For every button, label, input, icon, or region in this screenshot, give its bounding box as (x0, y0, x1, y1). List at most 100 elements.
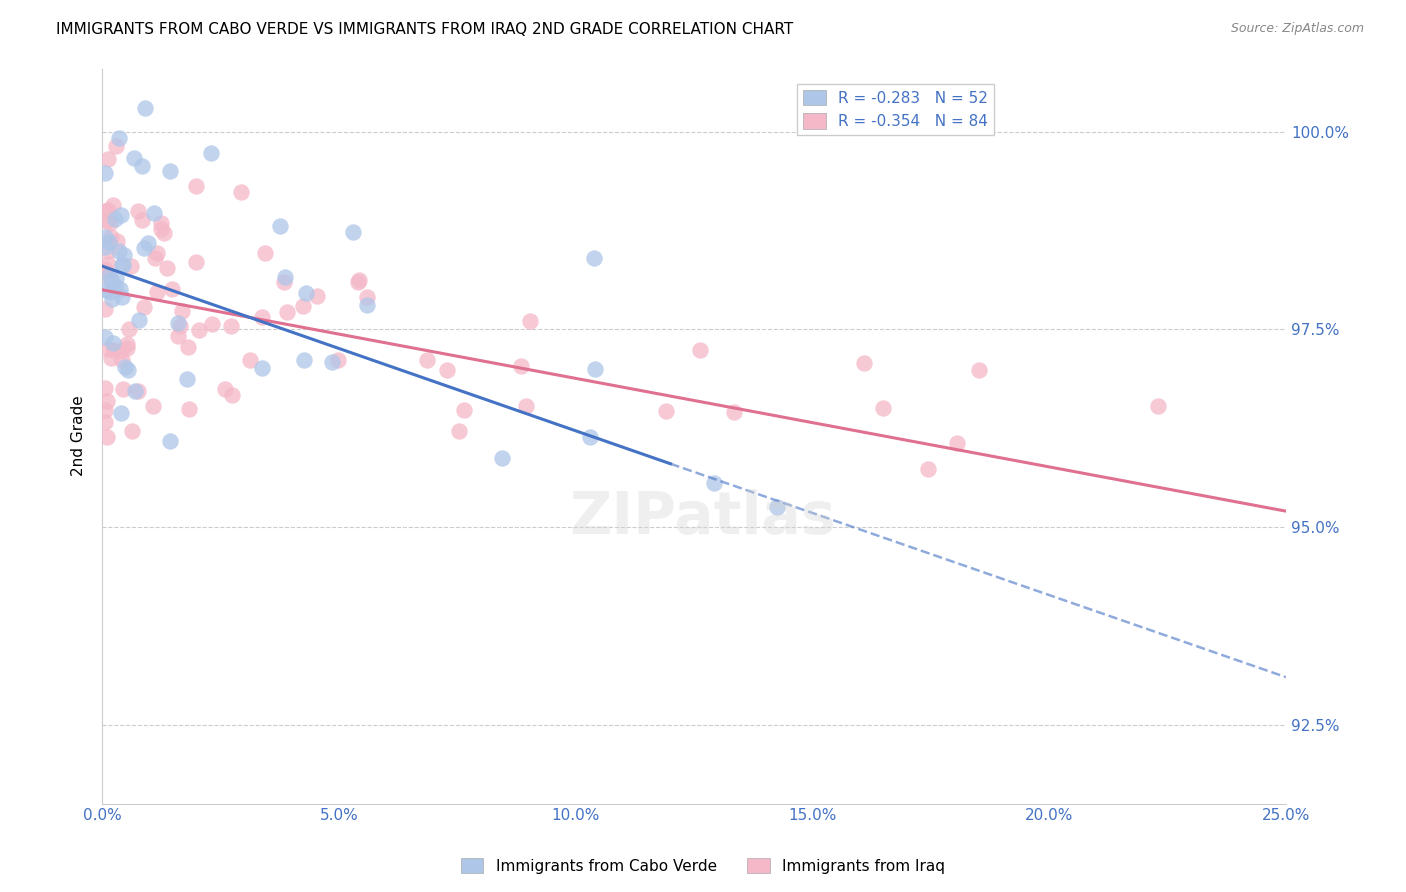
Text: Source: ZipAtlas.com: Source: ZipAtlas.com (1230, 22, 1364, 36)
Point (143, 252, 166, 266)
Point (111, 290, 134, 304)
Point (416, 352, 439, 367)
Point (201, 317, 224, 331)
Point (115, 341, 138, 355)
Point (766, 500, 789, 514)
Point (583, 362, 606, 376)
Point (579, 430, 602, 444)
Point (97, 342, 120, 356)
Point (515, 399, 537, 413)
Point (96, 214, 118, 228)
Point (93, 229, 115, 244)
Point (96, 394, 118, 409)
Point (104, 138, 127, 153)
Point (321, 354, 343, 368)
Point (96, 430, 118, 444)
Point (104, 279, 127, 293)
Point (108, 130, 131, 145)
Point (156, 260, 179, 275)
Point (124, 384, 146, 398)
Point (97, 235, 120, 249)
Point (93, 204, 115, 219)
Point (110, 406, 132, 420)
Point (214, 382, 236, 396)
Point (134, 101, 156, 115)
Point (853, 356, 876, 370)
Point (326, 352, 349, 367)
Point (252, 361, 274, 376)
Point (120, 259, 142, 273)
Point (703, 476, 725, 491)
Point (453, 403, 475, 417)
Point (292, 299, 315, 313)
Point (723, 404, 745, 418)
Point (519, 314, 541, 328)
Point (449, 424, 471, 438)
Point (100, 274, 122, 288)
Point (122, 151, 145, 165)
Point (146, 245, 169, 260)
Point (98, 269, 121, 284)
Point (967, 363, 990, 377)
Point (104, 211, 127, 226)
Point (118, 322, 141, 336)
Point (110, 353, 132, 368)
Point (582, 252, 605, 266)
Point (104, 271, 127, 285)
Point (117, 362, 139, 376)
Point (142, 206, 165, 220)
Point (273, 275, 295, 289)
Point (127, 203, 149, 218)
Point (654, 404, 676, 418)
Legend: R = -0.283   N = 52, R = -0.354   N = 84: R = -0.283 N = 52, R = -0.354 N = 84 (797, 84, 994, 136)
Point (229, 185, 252, 199)
Point (917, 462, 939, 476)
Point (127, 384, 149, 398)
Point (93, 415, 115, 429)
Point (252, 310, 274, 324)
Point (221, 388, 243, 402)
Point (184, 255, 207, 269)
Point (111, 382, 134, 396)
Point (219, 319, 242, 334)
Point (107, 244, 129, 258)
Point (177, 401, 200, 416)
Point (131, 159, 153, 173)
Point (187, 323, 209, 337)
Point (134, 300, 156, 314)
Point (138, 235, 160, 250)
Point (111, 258, 134, 272)
Point (346, 275, 368, 289)
Point (98, 216, 121, 230)
Point (97, 244, 120, 258)
Point (128, 313, 150, 327)
Point (872, 401, 894, 415)
Point (177, 340, 200, 354)
Point (153, 226, 176, 240)
Point (100, 273, 122, 287)
Point (150, 221, 173, 235)
Point (117, 337, 139, 351)
Point (1147, 399, 1170, 413)
Point (146, 285, 169, 299)
Point (112, 248, 135, 262)
Point (93, 381, 115, 395)
Point (200, 145, 222, 160)
Point (101, 335, 124, 350)
Point (108, 282, 131, 296)
Point (167, 328, 190, 343)
Point (239, 352, 262, 367)
Point (110, 208, 132, 222)
Point (491, 451, 513, 466)
Point (159, 434, 181, 448)
Point (96, 283, 118, 297)
Point (509, 359, 531, 374)
Point (149, 216, 172, 230)
Point (93, 403, 115, 417)
Point (112, 258, 135, 272)
Point (186, 178, 208, 193)
Point (142, 399, 165, 413)
Point (273, 269, 295, 284)
Point (132, 241, 155, 255)
Legend: Immigrants from Cabo Verde, Immigrants from Iraq: Immigrants from Cabo Verde, Immigrants f… (454, 852, 952, 880)
